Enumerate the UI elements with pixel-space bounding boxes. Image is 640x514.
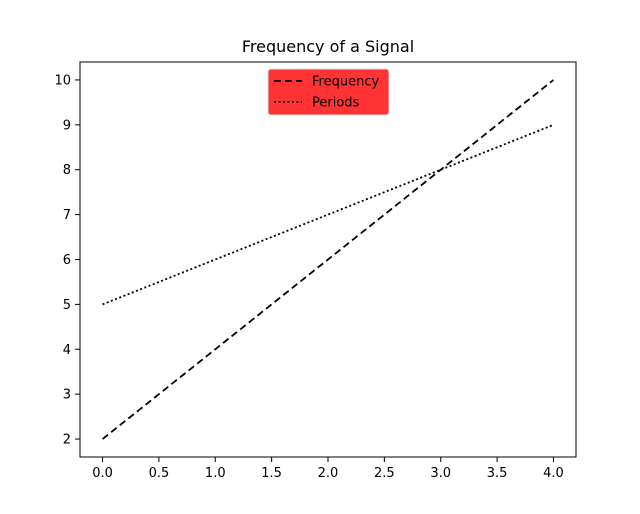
series-line-frequency [101, 79, 555, 440]
legend-label-frequency: Frequency [312, 75, 379, 90]
y-tick-label: 8 [63, 163, 71, 178]
legend: Frequency Periods [267, 68, 390, 116]
y-tick-label: 9 [63, 118, 71, 133]
x-tick-label: 0.0 [92, 466, 113, 481]
x-tick-label: 3.0 [430, 466, 451, 481]
x-tick-label: 1.5 [261, 466, 282, 481]
x-tick-label: 3.5 [487, 466, 508, 481]
x-tick-label: 0.5 [149, 466, 170, 481]
series-line-periods [102, 124, 554, 306]
chart-title: Frequency of a Signal [242, 37, 414, 56]
y-tick-label: 5 [63, 298, 71, 313]
y-tick-label: 10 [54, 73, 71, 88]
plot-area: 0.0 0.5 1.0 1.5 2.0 2.5 3.0 3.5 4.0 2 3 4 5 6 7 8 9 10 [54, 61, 577, 481]
y-tick-label: 2 [63, 433, 71, 448]
x-tick-label: 2.5 [374, 466, 395, 481]
y-tick-label: 4 [63, 343, 71, 358]
x-tick-label: 2.0 [318, 466, 339, 481]
y-tick-label: 6 [63, 253, 71, 268]
legend-label-periods: Periods [312, 96, 360, 111]
y-tick-label: 7 [63, 208, 71, 223]
x-tick-label: 1.0 [205, 466, 226, 481]
y-tick-label: 3 [63, 388, 71, 403]
x-tick-label: 4.0 [543, 466, 564, 481]
